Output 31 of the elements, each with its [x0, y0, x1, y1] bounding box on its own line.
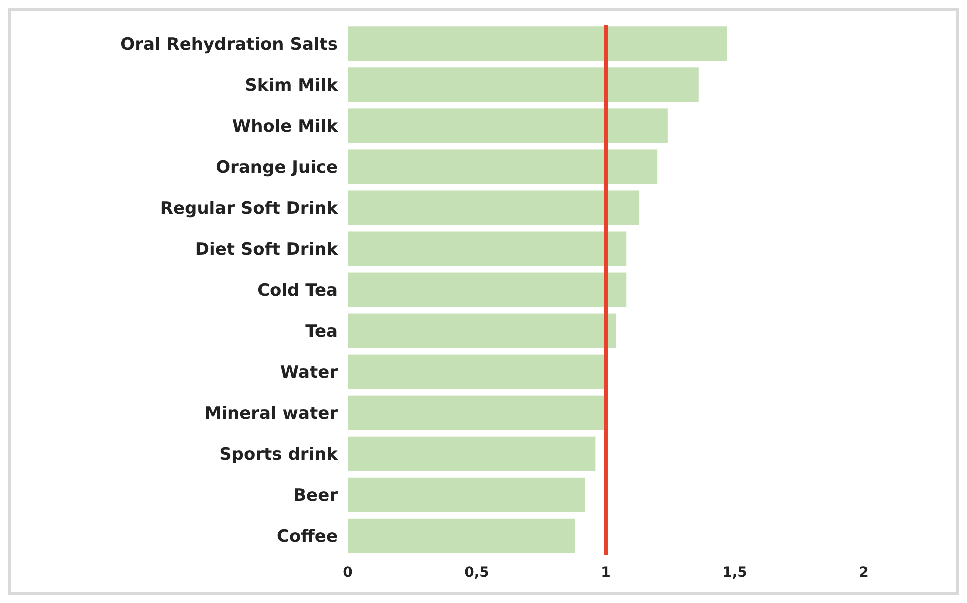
x-tick-label: 1,5 — [722, 565, 748, 581]
x-tick-label: 0 — [343, 565, 354, 581]
bar — [348, 26, 728, 62]
y-tick-label: Sports drink — [220, 445, 339, 466]
bar — [348, 314, 616, 348]
y-tick-label: Diet Soft Drink — [195, 240, 339, 260]
bar — [348, 190, 640, 226]
y-tick-label: Orange Juice — [216, 158, 338, 178]
y-tick-label: Water — [280, 362, 339, 383]
y-tick-label: Skim Milk — [245, 76, 339, 96]
y-tick-label: Coffee — [277, 527, 338, 548]
y-tick-label: Tea — [306, 322, 338, 342]
bar — [348, 272, 627, 308]
y-tick-label: Oral Rehydration Salts — [120, 34, 338, 55]
bar — [348, 150, 658, 184]
y-tick-label: Whole Milk — [232, 116, 339, 137]
bar — [348, 68, 699, 102]
y-tick-label: Cold Tea — [258, 280, 338, 301]
bar — [348, 436, 596, 472]
x-tick-label: 2 — [859, 565, 869, 581]
bar — [348, 518, 576, 554]
bar — [348, 232, 627, 266]
y-tick-label: Mineral water — [204, 404, 339, 424]
y-tick-label: Beer — [294, 486, 339, 506]
bar — [348, 396, 606, 430]
bar — [348, 478, 586, 512]
x-tick-label: 0,5 — [464, 565, 490, 581]
bar — [348, 354, 606, 390]
bar — [348, 108, 668, 144]
x-tick-label: 1 — [601, 565, 611, 581]
y-tick-label: Regular Soft Drink — [160, 198, 339, 219]
